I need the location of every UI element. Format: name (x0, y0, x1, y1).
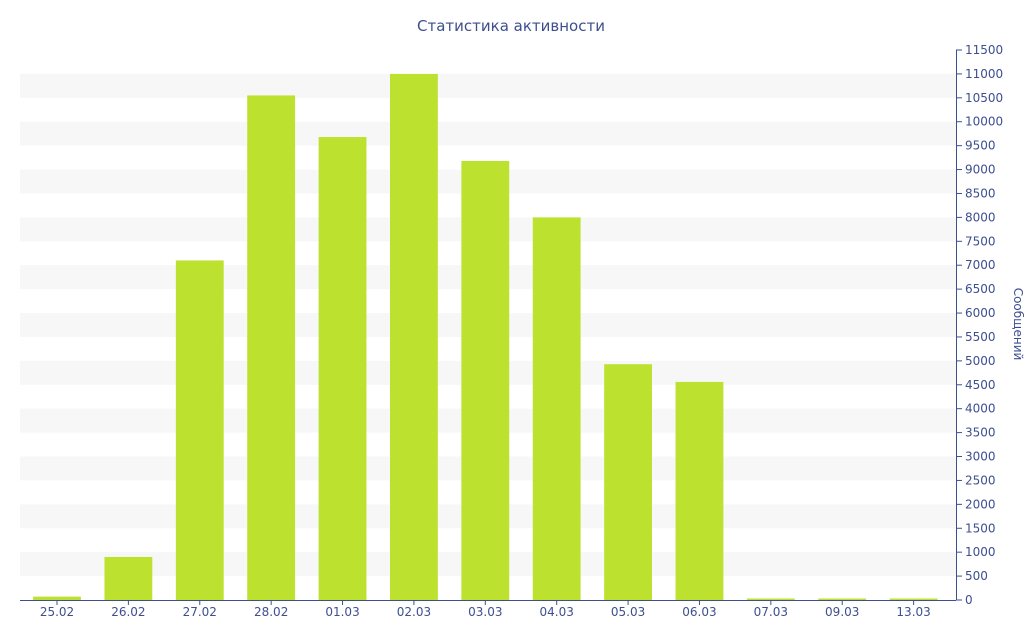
y-axis: 0 500 1000 1500 2000 2500 3000 3500 4000 4500 5000… (956, 43, 1003, 607)
y-tick-label: 6000 (965, 306, 996, 320)
y-tick-label: 8000 (965, 210, 996, 224)
x-tick-label: 13.03 (896, 605, 930, 619)
bar-06.03 (675, 381, 724, 600)
x-tick-label: 03.03 (468, 605, 502, 619)
bar-28.02 (247, 95, 296, 600)
y-tick-label: 2500 (965, 473, 996, 487)
grid-band (20, 73, 956, 98)
y-tick-label: 9500 (965, 139, 996, 153)
y-tick-label: 1000 (965, 545, 996, 559)
bar-25.02 (33, 596, 81, 600)
x-tick-label: 06.03 (682, 605, 716, 619)
grid-band (20, 121, 956, 146)
bar-09.03 (818, 598, 867, 600)
x-tick-label: 07.03 (754, 605, 788, 619)
x-tick-label: 05.03 (611, 605, 645, 619)
y-tick-label: 4500 (965, 378, 996, 392)
chart-title: Статистика активности (417, 17, 605, 35)
bar-05.03 (604, 364, 652, 600)
y-tick-label: 500 (965, 569, 988, 583)
y-tick-label: 9000 (965, 163, 996, 177)
x-tick-label: 26.02 (111, 605, 145, 619)
x-tick-label: 25.02 (40, 605, 74, 619)
x-tick-label: 04.03 (540, 605, 574, 619)
y-tick-label: 3000 (965, 450, 996, 464)
y-tick-label: 0 (965, 593, 973, 607)
x-tick-label: 01.03 (325, 605, 359, 619)
bar-27.02 (175, 260, 224, 600)
x-tick-label: 28.02 (254, 605, 288, 619)
y-tick-label: 10000 (965, 115, 1003, 129)
y-tick-label: 8500 (965, 186, 996, 200)
x-tick-label: 02.03 (397, 605, 431, 619)
y-tick-label: 3500 (965, 426, 996, 440)
y-tick-label: 4000 (965, 402, 996, 416)
bar-04.03 (532, 217, 581, 601)
y-axis-label: Сообщений (1011, 288, 1024, 361)
bar-07.03 (746, 598, 795, 600)
bars-group (33, 73, 938, 601)
bar-13.03 (889, 598, 938, 600)
bar-01.03 (318, 137, 367, 601)
y-tick-label: 6500 (965, 282, 996, 296)
x-tick-label: 27.02 (183, 605, 217, 619)
y-tick-label: 7500 (965, 234, 996, 248)
bar-02.03 (390, 73, 438, 601)
x-tick-label: 09.03 (825, 605, 859, 619)
y-tick-label: 5500 (965, 330, 996, 344)
x-axis: 25.02 26.02 27.02 28.02 01.03 02.03 03.03 04.03… (20, 600, 956, 619)
y-tick-label: 7000 (965, 258, 996, 272)
y-tick-label: 11500 (965, 43, 1003, 57)
y-tick-label: 10500 (965, 91, 1003, 105)
bar-03.03 (461, 160, 510, 600)
y-tick-label: 5000 (965, 354, 996, 368)
y-tick-label: 2000 (965, 497, 996, 511)
y-tick-label: 11000 (965, 67, 1003, 81)
bar-26.02 (104, 556, 153, 600)
y-tick-label: 1500 (965, 521, 996, 535)
